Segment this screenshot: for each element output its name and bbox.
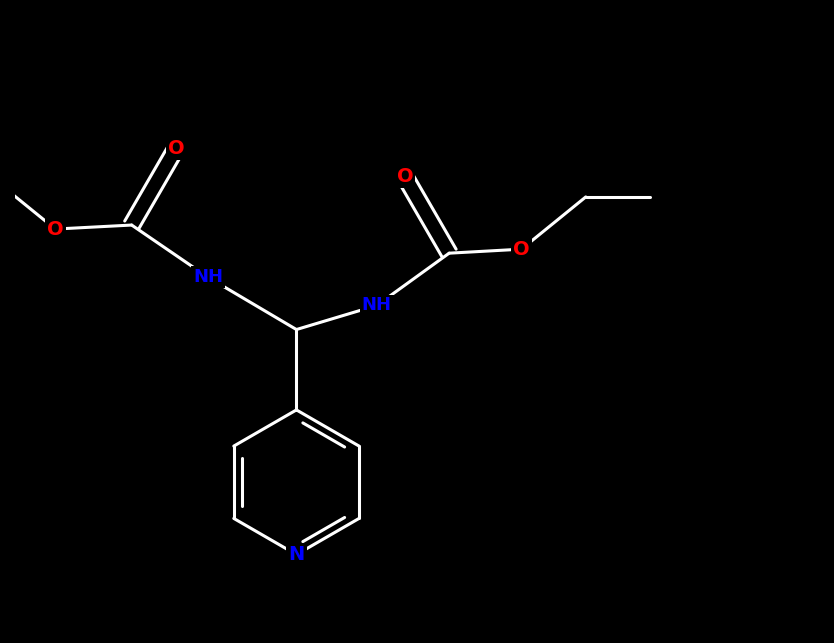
Text: N: N [289, 545, 304, 564]
Text: NH: NH [193, 268, 223, 286]
Text: O: O [47, 219, 63, 239]
Text: O: O [397, 167, 414, 186]
Text: O: O [168, 139, 184, 158]
Text: NH: NH [362, 296, 392, 314]
Text: O: O [513, 240, 530, 258]
